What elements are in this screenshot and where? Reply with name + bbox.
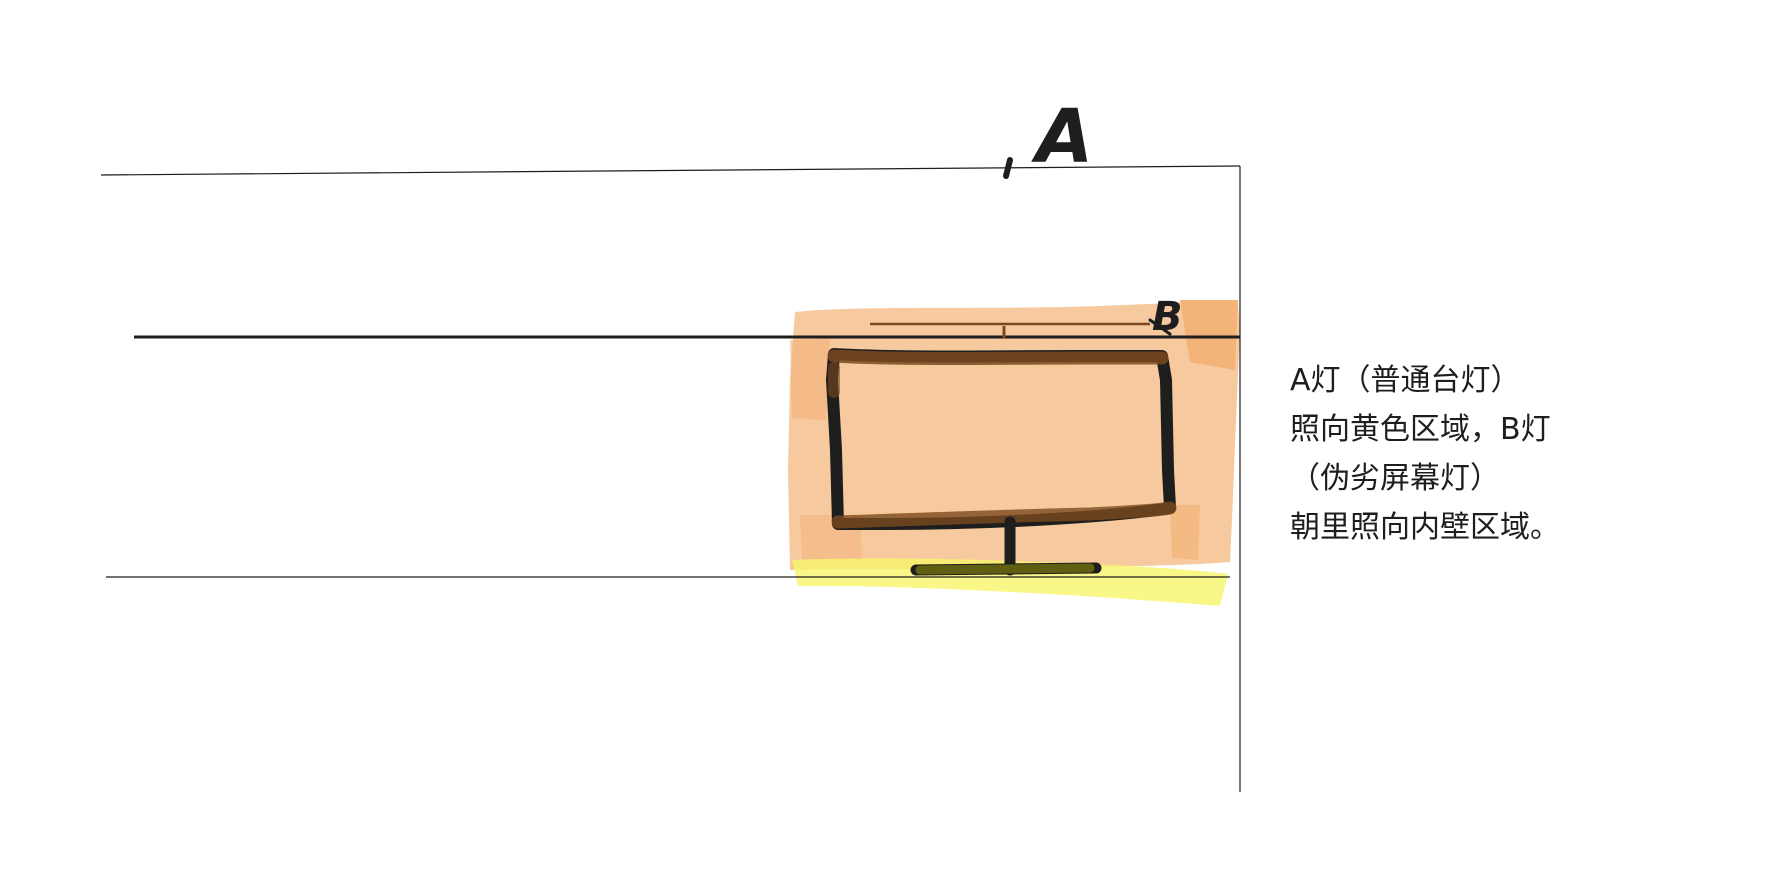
lamp-a-marker: A [1003,94,1093,180]
lamp-a-label: A [1031,94,1093,180]
monitor [826,348,1177,530]
screen-lamp-b [870,318,1172,338]
desk-highlight [792,558,1228,606]
note-line-2: 照向黄色区域，B灯 [1290,412,1551,447]
monitor-stand [910,516,1102,576]
note-line-3: （伪劣屏幕灯） [1290,461,1500,496]
top-wall-line [100,165,1241,176]
lamp-b-marker: B [1152,294,1183,340]
note-line-4: 朝里照向内壁区域。 [1290,510,1560,545]
inner-wall-highlight [788,300,1240,570]
note-line-1: A灯（普通台灯） [1290,363,1521,398]
lamp-b-label: B [1152,294,1183,340]
explanation-note: A灯（普通台灯） 照向黄色区域，B灯 （伪劣屏幕灯） 朝里照向内壁区域。 [1290,356,1730,552]
